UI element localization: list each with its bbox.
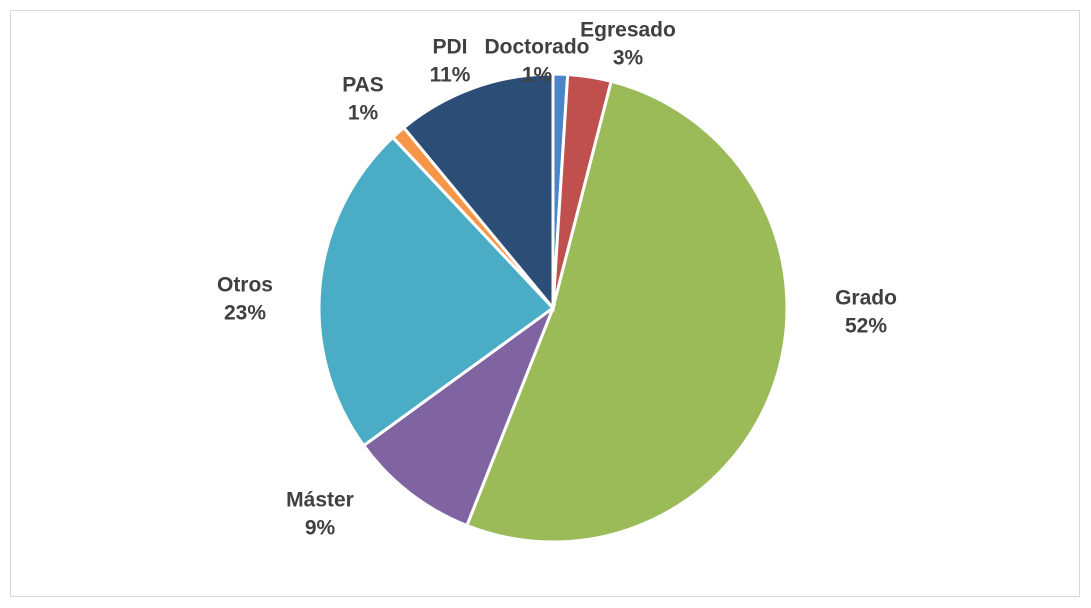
slice-category-label: Egresado bbox=[580, 19, 676, 42]
pie-slice bbox=[317, 135, 556, 448]
slice-value-label: 3% bbox=[613, 47, 644, 70]
slice-category-label: PAS bbox=[342, 74, 384, 97]
slice-category-label: Máster bbox=[286, 489, 354, 512]
slice-value-label: 1% bbox=[522, 64, 553, 87]
pie-slice bbox=[361, 303, 557, 528]
slice-value-label: 23% bbox=[224, 302, 266, 325]
slice-value-label: 1% bbox=[348, 102, 379, 125]
pie-slice bbox=[401, 72, 555, 313]
slice-category-label: PDI bbox=[432, 36, 467, 59]
slice-value-label: 11% bbox=[430, 64, 471, 87]
slice-category-label: Grado bbox=[835, 287, 897, 310]
slice-category-label: Otros bbox=[217, 274, 273, 297]
pie-slice bbox=[464, 79, 789, 544]
slice-category-label: Doctorado bbox=[485, 36, 590, 59]
slice-value-label: 9% bbox=[305, 517, 336, 540]
slice-value-label: 52% bbox=[845, 315, 887, 338]
